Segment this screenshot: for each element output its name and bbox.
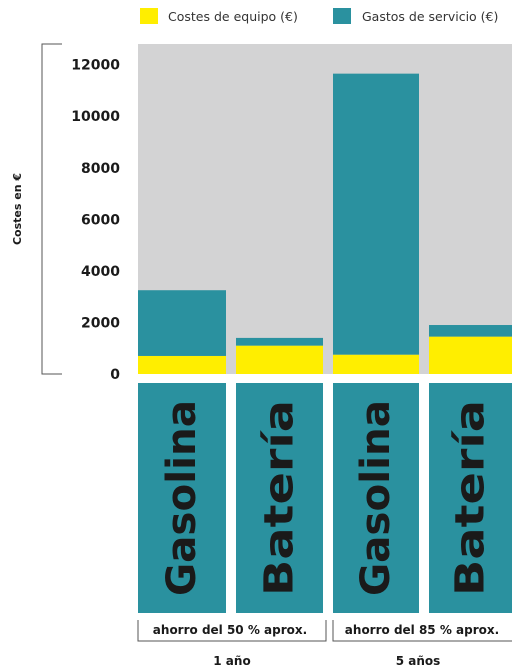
group-bracket-1 — [137, 620, 327, 642]
y-tick-label-5: 10000 — [71, 109, 120, 125]
category-box-0 — [138, 383, 226, 613]
bar-equipment-3 — [429, 336, 512, 374]
bars — [138, 73, 512, 374]
saving-label-2: ahorro del 85 % aprox. — [345, 623, 499, 637]
group-label-2: 5 años — [396, 654, 441, 668]
y-tick-label-2: 4000 — [81, 264, 120, 280]
category-box-3 — [429, 383, 512, 613]
group-bracket-2 — [332, 620, 512, 642]
bar-service-0 — [138, 290, 226, 356]
bar-service-1 — [236, 337, 323, 346]
y-axis-bracket — [41, 43, 62, 375]
legend: Costes de equipo (€) Gastos de servicio … — [140, 8, 498, 24]
category-box-2 — [333, 383, 419, 613]
legend-swatch-equipment — [140, 8, 158, 24]
category-label-0: Gasolina — [159, 400, 205, 596]
y-axis-ticks: 0 2000 4000 6000 8000 10000 12000 — [71, 58, 120, 383]
legend-swatch-service — [333, 8, 351, 24]
bar-service-3 — [429, 325, 512, 337]
category-label-3: Batería — [448, 400, 494, 596]
y-axis-title: Costes en € — [11, 173, 24, 245]
bar-equipment-2 — [333, 354, 419, 374]
legend-label-service: Gastos de servicio (€) — [362, 9, 498, 24]
category-boxes: Gasolina Batería Gasolina Batería — [138, 383, 512, 613]
legend-label-equipment: Costes de equipo (€) — [168, 9, 298, 24]
group-brackets — [137, 620, 512, 642]
group-label-1: 1 año — [213, 654, 250, 668]
y-tick-label-6: 12000 — [71, 58, 120, 74]
bar-equipment-0 — [138, 355, 226, 374]
bar-equipment-1 — [236, 345, 323, 374]
y-tick-label-1: 2000 — [81, 315, 120, 331]
y-tick-label-3: 6000 — [81, 212, 120, 228]
bar-service-2 — [333, 73, 419, 355]
category-label-1: Batería — [257, 400, 303, 596]
category-box-1 — [236, 383, 323, 613]
saving-label-1: ahorro del 50 % aprox. — [153, 623, 307, 637]
y-tick-label-4: 8000 — [81, 161, 120, 177]
y-tick-label-0: 0 — [110, 367, 120, 383]
category-label-2: Gasolina — [353, 400, 399, 596]
